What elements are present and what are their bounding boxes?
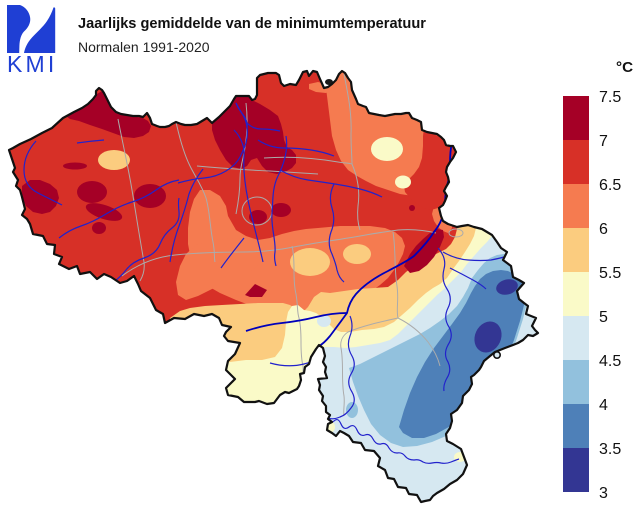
svg-text:KMI: KMI xyxy=(7,51,58,75)
